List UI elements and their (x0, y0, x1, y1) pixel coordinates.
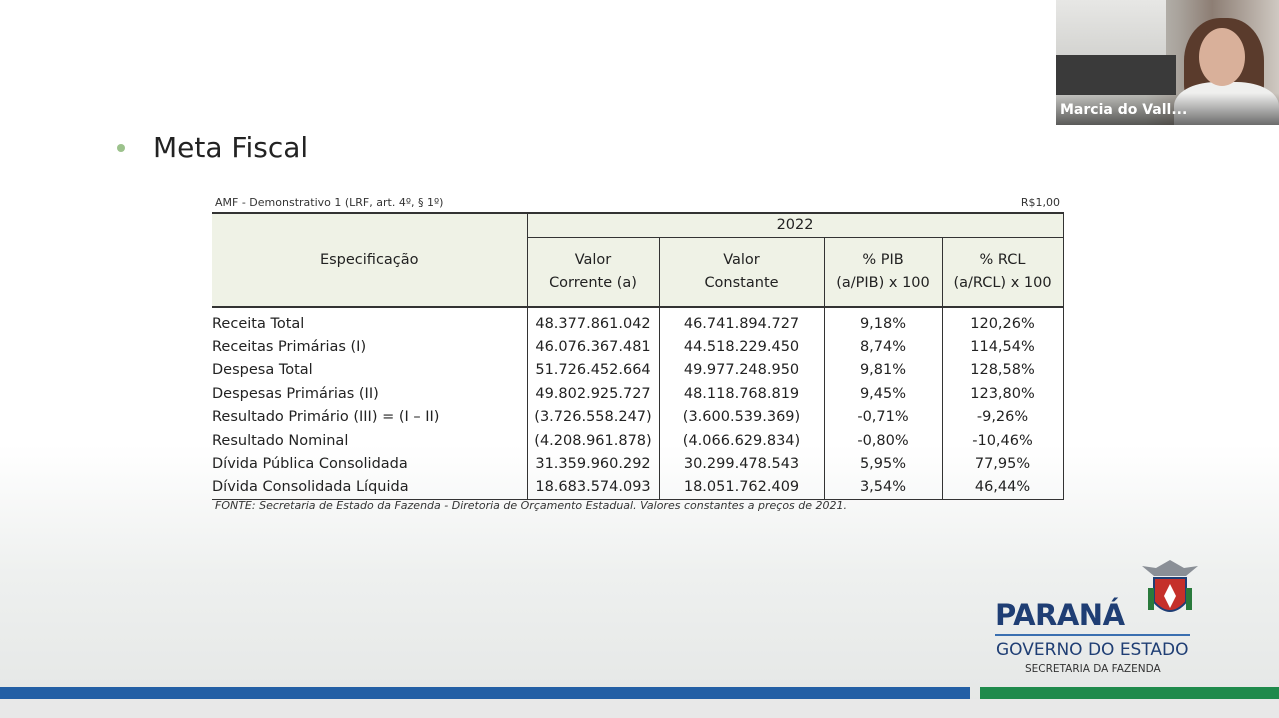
header-pct-rcl: % RCL (a/RCL) x 100 (942, 237, 1064, 308)
participant-video-tile[interactable]: Marcia do Vall... (1056, 0, 1279, 125)
header-valor-constante: Valor Constante (659, 237, 825, 308)
cell-valor-corrente: 46.076.367.481 (526, 335, 659, 359)
logo-divider (995, 634, 1190, 636)
cell-valor-constante: 48.118.768.819 (658, 382, 824, 406)
currency-unit: R$1,00 (1020, 196, 1060, 209)
cell-valor-corrente: (3.726.558.247) (526, 405, 659, 429)
table-row: Resultado Primário (III) = (I – II) (3.72… (212, 405, 1064, 429)
cell-valor-constante: 18.051.762.409 (658, 475, 824, 501)
cell-valor-constante: (3.600.539.369) (658, 405, 824, 429)
office-desk (1056, 55, 1176, 95)
cell-valor-constante: (4.066.629.834) (658, 428, 824, 453)
footer-bar-blue (0, 687, 970, 699)
footer-strip (0, 699, 1279, 718)
cell-pct-rcl: 77,95% (941, 452, 1064, 476)
cell-valor-corrente: 18.683.574.093 (526, 475, 659, 501)
cell-valor-corrente: 49.802.925.727 (526, 382, 659, 406)
row-label: Dívida Consolidada Líquida (212, 475, 527, 501)
footer-bar-green (980, 687, 1279, 699)
table-row: Dívida Consolidada Líquida 18.683.574.093… (212, 475, 1064, 501)
cell-valor-constante: 49.977.248.950 (658, 358, 824, 383)
table-row: Dívida Pública Consolidada 31.359.960.292… (212, 452, 1064, 476)
cell-pct-rcl: 46,44% (941, 475, 1064, 501)
row-label: Despesas Primárias (II) (212, 385, 379, 402)
cell-pct-rcl: -10,46% (941, 428, 1064, 453)
cell-pct-rcl: 120,26% (941, 312, 1064, 336)
header-pct-pib: % PIB (a/PIB) x 100 (824, 237, 943, 308)
cell-valor-constante: 44.518.229.450 (658, 335, 824, 359)
row-label: Dívida Pública Consolidada (212, 456, 408, 473)
cell-pct-pib: 8,74% (823, 335, 942, 359)
cell-pct-pib: 9,81% (823, 358, 942, 383)
fiscal-table: Especificação 2022 Valor Corrente (a) Val… (212, 212, 1064, 501)
parana-logo: PARANÁ GOVERNO DO ESTADO SECRETARIA DA F… (990, 558, 1220, 683)
header-year: 2022 (527, 212, 1064, 238)
logo-subtitle: GOVERNO DO ESTADO (996, 640, 1189, 660)
row-label: Resultado Primário (III) = (I – II) (212, 409, 440, 426)
cell-pct-rcl: 128,58% (941, 358, 1064, 383)
cell-pct-pib: -0,80% (823, 428, 942, 453)
logo-title: PARANÁ (995, 598, 1125, 632)
cell-pct-pib: 3,54% (823, 475, 942, 501)
video-label-overlay (1056, 93, 1279, 125)
logo-department: SECRETARIA DA FAZENDA (1025, 663, 1161, 675)
cell-valor-corrente: 31.359.960.292 (526, 452, 659, 476)
row-label: Receitas Primárias (I) (212, 339, 367, 356)
cell-valor-corrente: (4.208.961.878) (526, 428, 659, 453)
parana-crest-icon (1142, 560, 1198, 612)
participant-face (1199, 28, 1245, 86)
window-background (1056, 0, 1166, 55)
cell-pct-pib: 5,95% (823, 452, 942, 476)
cell-pct-rcl: -9,26% (941, 405, 1064, 429)
table-row: Resultado Nominal (4.208.961.878) (4.066.6… (212, 428, 1064, 453)
row-label: Receita Total (212, 315, 305, 332)
table-caption: AMF - Demonstrativo 1 (LRF, art. 4º, § 1… (215, 196, 444, 209)
cell-valor-constante: 46.741.894.727 (658, 312, 824, 336)
table-row: Despesa Total 51.726.452.664 49.977.248.95… (212, 358, 1064, 383)
participant-name: Marcia do Vall... (1060, 102, 1188, 118)
cell-valor-corrente: 51.726.452.664 (526, 358, 659, 383)
header-specification: Especificação (212, 212, 528, 308)
cell-valor-corrente: 48.377.861.042 (526, 312, 659, 336)
cell-valor-constante: 30.299.478.543 (658, 452, 824, 476)
cell-pct-rcl: 114,54% (941, 335, 1064, 359)
table-row: Receitas Primárias (I) 46.076.367.481 44.5… (212, 335, 1064, 359)
header-valor-corrente: Valor Corrente (a) (527, 237, 660, 308)
cell-pct-pib: 9,45% (823, 382, 942, 406)
cell-pct-rcl: 123,80% (941, 382, 1064, 406)
row-label: Resultado Nominal (212, 432, 349, 449)
slide-title: Meta Fiscal (153, 131, 309, 164)
table-source-note: FONTE: Secretaria de Estado da Fazenda -… (215, 499, 848, 512)
table-row: Receita Total 48.377.861.042 46.741.894.72… (212, 312, 1064, 336)
table-row: Despesas Primárias (II) 49.802.925.727 48.… (212, 382, 1064, 406)
cell-pct-pib: -0,71% (823, 405, 942, 429)
bullet-dot (117, 144, 125, 152)
cell-pct-pib: 9,18% (823, 312, 942, 336)
row-label: Despesa Total (212, 362, 313, 379)
